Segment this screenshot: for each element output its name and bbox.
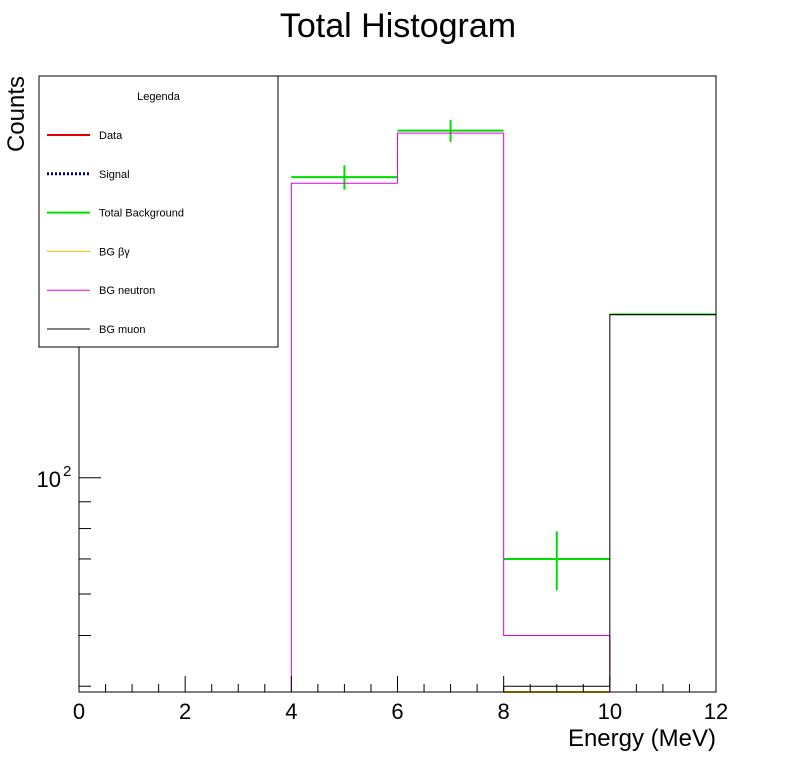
legend: Legenda Data Signal Total Background BG βγ BG… (38, 75, 279, 348)
chart-title: Total Histogram (280, 7, 516, 45)
bg-neutron-bar-2 (290, 182, 398, 692)
legend-entry-label: Total Background (99, 208, 184, 220)
bg-muon-bar-5 (609, 314, 717, 692)
x-tick-label: 12 (704, 699, 728, 724)
x-tick-label: 10 (598, 699, 622, 724)
legend-entry-label: BG neutron (99, 285, 155, 297)
legend-entry-label: BG βγ (99, 246, 130, 258)
legend-entry-label: Signal (99, 169, 130, 181)
x-tick-label: 6 (391, 699, 403, 724)
legend-box (38, 75, 279, 348)
y-tick-label: 10 (37, 467, 61, 492)
x-tick-label: 2 (179, 699, 191, 724)
bg-neutron-bar-3 (397, 132, 504, 184)
x-tick-label: 4 (285, 699, 297, 724)
x-tick-label: 8 (498, 699, 510, 724)
legend-entry-label: BG muon (99, 324, 145, 336)
plot-area (290, 120, 717, 693)
y-tick-label-exponent: 2 (63, 463, 71, 480)
y-axis-label: Counts (3, 76, 30, 152)
legend-entry-label: Data (99, 130, 123, 142)
legend-title: Legenda (137, 91, 181, 103)
x-tick-label: 0 (73, 699, 85, 724)
x-axis-label: Energy (MeV) (568, 725, 716, 752)
bg-neutron-bar-4 (503, 133, 611, 692)
